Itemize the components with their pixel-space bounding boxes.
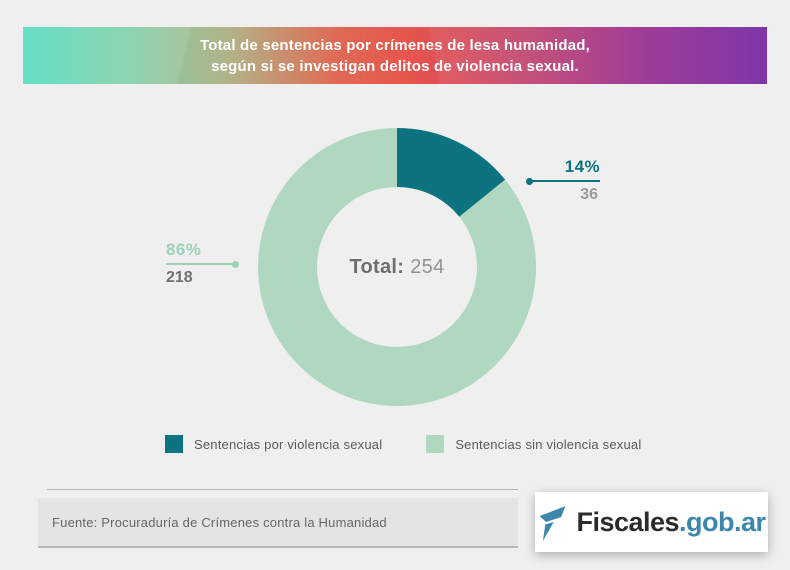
leader-line-right [526, 177, 600, 185]
total-value: 254 [410, 255, 445, 278]
footer-divider [47, 489, 518, 490]
donut-chart [258, 128, 536, 406]
fiscales-logo: Fiscales.gob.ar [535, 492, 768, 552]
leader-line-left [166, 260, 239, 268]
logo-suffix: .gob.ar [679, 506, 766, 537]
source-box: Fuente: Procuraduría de Crímenes contra … [38, 498, 518, 548]
fiscales-flag-icon [539, 506, 566, 542]
donut-slice-con-violencia [258, 128, 536, 406]
logo-brand: Fiscales [576, 506, 680, 537]
legend-item-violencia-sexual: Sentencias por violencia sexual [165, 435, 382, 453]
title-line-1: Total de sentencias por crímenes de lesa… [199, 36, 591, 54]
title-line-2: según si se investigan delitos de violen… [211, 57, 579, 75]
legend-label: Sentencias por violencia sexual [194, 436, 383, 452]
donut-center-label: Total: 254 [257, 127, 537, 407]
legend-swatch [426, 435, 445, 453]
callout-value-36: 36 [580, 186, 598, 203]
legend-label: Sentencias sin violencia sexual [455, 436, 642, 452]
legend-item-sin-violencia-sexual: Sentencias sin violencia sexual [426, 435, 641, 453]
source-text: Fuente: Procuraduría de Crímenes contra … [52, 514, 387, 530]
legend-swatch [165, 435, 183, 453]
legend: Sentencias por violencia sexual Sentenci… [165, 435, 641, 453]
total-label: Total: [349, 255, 405, 278]
title-banner: Total de sentencias por crímenes de lesa… [23, 27, 767, 84]
callout-value-218: 218 [166, 269, 193, 286]
callout-violencia-sexual: 14% 36 [526, 157, 600, 204]
callout-sin-violencia-sexual: 86% 218 [166, 240, 239, 287]
callout-percent-14: 14% [564, 157, 600, 176]
callout-percent-86: 86% [166, 240, 202, 259]
logo-text: Fiscales.gob.ar [576, 506, 766, 538]
